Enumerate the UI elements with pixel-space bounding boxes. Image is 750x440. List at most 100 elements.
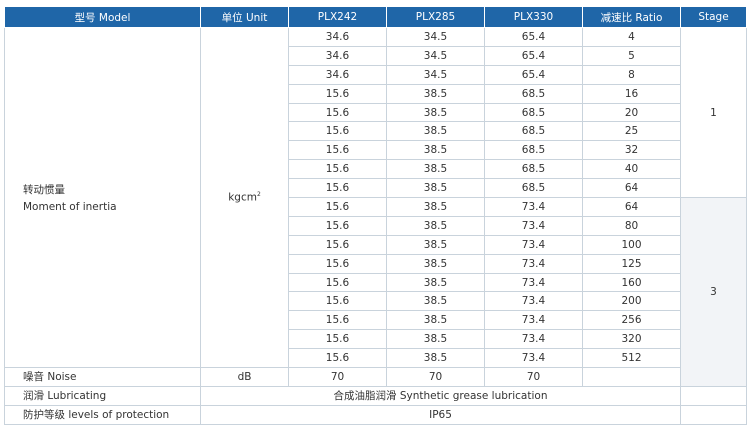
- cell-ratio: 8: [582, 64, 681, 85]
- cell-plx330: 65.4: [484, 27, 583, 47]
- noise-unit: dB: [200, 367, 289, 387]
- cell-plx330: 73.4: [484, 234, 583, 255]
- cell-plx242: 15.6: [288, 329, 387, 350]
- table-row: 15.6 38.5 73.4 80: [5, 215, 747, 236]
- cell-plx330: 68.5: [484, 121, 583, 142]
- lubricating-label: 润滑 Lubricating: [4, 385, 201, 406]
- table-row: 15.6 38.5 68.5 32: [5, 140, 747, 161]
- cell-ratio: 5: [582, 45, 681, 66]
- protection-label: 防护等级 levels of protection: [4, 404, 201, 425]
- cell-plx330: 73.4: [484, 197, 583, 217]
- cell-ratio: 256: [582, 310, 681, 331]
- cell-plx242: 34.6: [288, 27, 387, 47]
- cell-plx285: 38.5: [386, 234, 485, 255]
- cell-plx285: 38.5: [386, 178, 485, 199]
- noise-label: 噪音 Noise: [4, 367, 201, 387]
- inertia-unit: kgcm2: [200, 26, 289, 369]
- table-row: 15.6 38.5 73.4 256: [5, 310, 747, 331]
- cell-plx242: 15.6: [288, 215, 387, 236]
- table-row: 15.6 38.5 68.5 25: [5, 121, 747, 142]
- cell-plx242: 15.6: [288, 197, 387, 217]
- cell-ratio: 200: [582, 291, 681, 312]
- cell-plx285: 38.5: [386, 215, 485, 236]
- inertia-unit-superscript: 2: [256, 191, 261, 199]
- cell-plx285: 38.5: [386, 310, 485, 331]
- cell-plx330: 73.4: [484, 272, 583, 293]
- table-row: 15.6 38.5 73.4 125: [5, 253, 747, 274]
- cell-ratio: 40: [582, 159, 681, 180]
- cell-plx242: 15.6: [288, 159, 387, 180]
- cell-ratio: 16: [582, 83, 681, 104]
- header-unit: 单位 Unit: [200, 6, 289, 28]
- cell-ratio: 512: [582, 348, 681, 369]
- cell-plx330: 73.4: [484, 291, 583, 312]
- noise-plx242: 70: [288, 367, 387, 387]
- spec-table: 型号 Model 单位 Unit PLX242 PLX285 PLX330 减速…: [4, 6, 747, 425]
- cell-plx330: 73.4: [484, 310, 583, 331]
- cell-plx242: 34.6: [288, 45, 387, 66]
- cell-ratio: 20: [582, 102, 681, 123]
- cell-plx285: 34.5: [386, 27, 485, 47]
- cell-plx285: 38.5: [386, 291, 485, 312]
- cell-plx330: 65.4: [484, 64, 583, 85]
- cell-plx242: 15.6: [288, 310, 387, 331]
- cell-plx285: 38.5: [386, 272, 485, 293]
- inertia-label-en: Moment of inertia: [23, 201, 117, 214]
- cell-plx242: 15.6: [288, 291, 387, 312]
- cell-plx242: 34.6: [288, 64, 387, 85]
- cell-plx285: 38.5: [386, 83, 485, 104]
- cell-ratio: 160: [582, 272, 681, 293]
- cell-plx242: 15.6: [288, 272, 387, 293]
- cell-plx242: 15.6: [288, 121, 387, 142]
- header-stage: Stage: [680, 6, 747, 28]
- lubricating-value: 合成油脂润滑 Synthetic grease lubrication: [200, 385, 681, 406]
- cell-plx242: 15.6: [288, 348, 387, 369]
- cell-plx242: 15.6: [288, 253, 387, 274]
- cell-plx330: 68.5: [484, 102, 583, 123]
- table-row: 15.6 38.5 73.4 512: [5, 348, 747, 369]
- cell-plx242: 15.6: [288, 83, 387, 104]
- cell-plx285: 38.5: [386, 197, 485, 217]
- cell-plx330: 68.5: [484, 159, 583, 180]
- cell-plx330: 68.5: [484, 140, 583, 161]
- protection-stage-empty: [680, 404, 747, 425]
- table-row: 15.6 38.5 73.4 320: [5, 329, 747, 350]
- cell-plx330: 73.4: [484, 215, 583, 236]
- cell-plx330: 73.4: [484, 253, 583, 274]
- cell-plx285: 38.5: [386, 159, 485, 180]
- cell-plx330: 73.4: [484, 329, 583, 350]
- cell-ratio: 4: [582, 27, 681, 47]
- cell-plx242: 15.6: [288, 234, 387, 255]
- header-ratio: 减速比 Ratio: [582, 6, 681, 28]
- inertia-label-cn: 转动惯量: [23, 184, 65, 197]
- table-row: 15.6 38.5 68.5 64: [5, 178, 747, 199]
- lubricating-row: 润滑 Lubricating 合成油脂润滑 Synthetic grease lu…: [4, 385, 747, 406]
- inertia-unit-base: kgcm: [228, 191, 257, 204]
- header-plx242: PLX242: [288, 6, 387, 28]
- noise-plx285: 70: [386, 367, 485, 387]
- table-row: 15.6 38.5 73.4 160: [5, 272, 747, 293]
- cell-plx285: 34.5: [386, 64, 485, 85]
- cell-ratio: 32: [582, 140, 681, 161]
- cell-plx330: 73.4: [484, 348, 583, 369]
- stage-3: 3: [680, 197, 747, 387]
- noise-ratio-empty: [582, 367, 681, 387]
- cell-ratio: 100: [582, 234, 681, 255]
- inertia-label: 转动惯量 Moment of inertia: [4, 26, 201, 369]
- cell-ratio: 25: [582, 121, 681, 142]
- cell-plx330: 68.5: [484, 83, 583, 104]
- cell-plx285: 38.5: [386, 348, 485, 369]
- header-plx285: PLX285: [386, 6, 485, 28]
- cell-ratio: 64: [582, 178, 681, 199]
- cell-plx330: 65.4: [484, 45, 583, 66]
- noise-row: 噪音 Noise dB 70 70 70: [4, 367, 747, 387]
- cell-plx285: 38.5: [386, 253, 485, 274]
- cell-ratio: 80: [582, 215, 681, 236]
- cell-plx285: 38.5: [386, 121, 485, 142]
- header-model: 型号 Model: [4, 6, 201, 28]
- cell-ratio: 125: [582, 253, 681, 274]
- lubricating-stage-empty: [680, 385, 747, 406]
- protection-value: IP65: [200, 404, 681, 425]
- table-row: 15.6 38.5 68.5 20: [5, 102, 747, 123]
- table-row: 15.6 38.5 73.4 200: [5, 291, 747, 312]
